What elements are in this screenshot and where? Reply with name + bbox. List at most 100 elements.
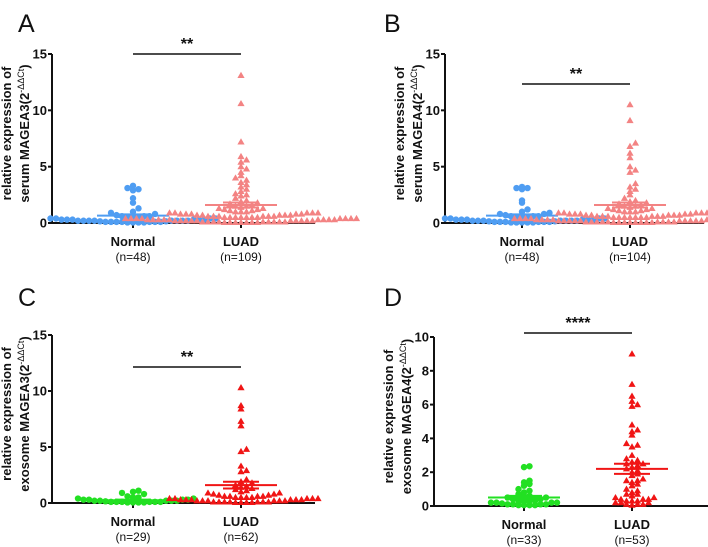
data-point [154,216,163,223]
data-point [286,211,295,218]
panel-letter: B [384,10,401,38]
y-tick-label: 15 [426,47,440,62]
data-point [487,499,495,506]
data-point [515,485,522,493]
data-point [124,493,131,500]
data-point [292,210,300,217]
data-point [637,218,645,226]
data-point [628,431,636,438]
data-point [69,216,76,223]
y-axis-label-end: ) [399,339,414,343]
data-point [537,501,544,508]
data-point [642,205,651,213]
data-point [644,499,653,506]
points-normal [74,487,197,506]
data-point [242,185,251,192]
data-point [182,217,190,224]
panel-c: C 0 5 10 15 relative expression of exosome MAG… [0,284,322,544]
data-point [248,493,256,500]
data-point [526,463,533,470]
data-point [703,216,708,223]
group-n-label: (n=29) [115,530,150,544]
y-axis-label-end: ) [17,64,32,68]
data-point [220,492,229,499]
data-point [226,218,234,226]
data-point [237,417,245,424]
data-point [237,152,245,160]
data-point [231,218,240,226]
data-point [593,218,601,225]
data-point [524,206,531,213]
data-point [253,218,262,226]
data-point [496,218,504,226]
data-point [242,475,251,483]
y-tick-label: 6 [422,397,429,412]
data-point [248,498,256,506]
y-axis-label-line2: exosome MAGEA4(2-ΔΔCt) [398,339,414,495]
data-point [264,218,273,225]
data-point [242,487,251,494]
data-point [242,176,251,183]
data-point [237,163,245,170]
data-point [193,497,201,504]
y-tick-label: 0 [40,496,47,511]
data-point [209,218,218,225]
y-tick-label: 0 [422,499,429,514]
data-point [182,210,190,217]
data-point [237,187,245,195]
data-point [633,477,642,484]
data-point [615,218,623,226]
data-point [587,218,596,225]
data-point [204,497,212,504]
data-point [628,451,636,458]
data-point [703,209,708,216]
data-point [231,208,240,215]
data-point [633,466,642,474]
data-point [633,441,642,448]
data-point [270,490,278,497]
data-point [509,501,517,508]
data-point [248,213,256,220]
group-label: LUAD [612,234,648,249]
data-point [639,495,647,502]
data-point [237,208,245,215]
panel-letter: D [384,284,402,312]
data-point [121,214,130,222]
data-point [648,204,656,211]
data-point [609,213,618,220]
panel-a: A 0 5 10 15 relative expression of serum MAGEA… [0,10,361,264]
data-point [231,174,240,181]
significance-stars: ** [570,66,583,83]
data-point [270,218,278,225]
group-n-label: (n=53) [614,533,649,547]
data-point [626,208,634,215]
data-point [264,498,273,505]
data-point [670,211,678,218]
data-point [554,217,563,224]
data-point [215,491,223,498]
data-point [697,217,706,224]
data-point [215,212,223,219]
data-point [341,214,350,222]
data-point [292,217,300,224]
y-axis-label-end: ) [17,336,32,340]
data-point [452,216,460,223]
group-n-label: (n=104) [609,250,651,264]
data-point [675,211,684,218]
data-point [314,209,322,216]
data-point [138,214,146,222]
data-point [548,499,555,506]
data-point [692,217,700,224]
data-point [231,190,240,197]
data-point [697,209,706,216]
points-normal [487,463,561,509]
data-point [670,218,678,225]
data-point [281,211,289,218]
data-point [653,218,662,225]
y-tick-label: 0 [433,216,440,231]
data-point [63,216,71,223]
data-point [118,489,126,497]
data-point [165,494,174,502]
data-point [631,179,640,187]
data-point [193,211,201,218]
